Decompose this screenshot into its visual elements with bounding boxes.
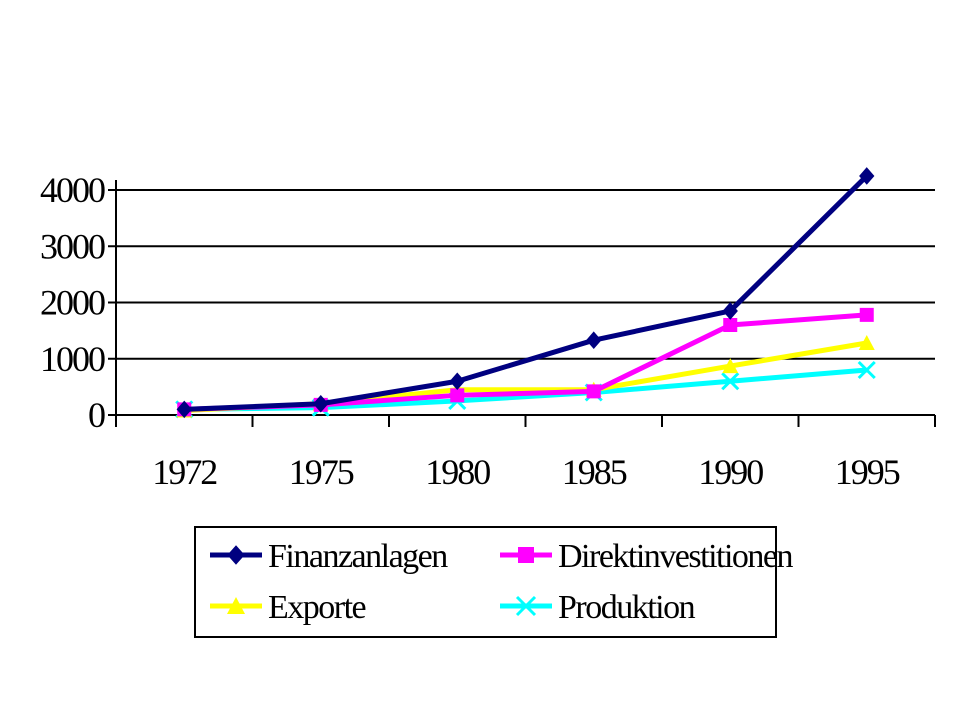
data-point-diamond [176,400,192,419]
data-point-diamond [313,394,329,413]
data-point-square [859,307,874,322]
data-point-square [518,547,534,563]
data-point-diamond [859,167,875,185]
data-point-square [450,388,465,403]
data-point-triangle [722,358,739,374]
y-tick-label: 3000 [40,226,105,266]
data-point-diamond [722,302,738,320]
data-point-x [721,372,740,391]
data-point-triangle [858,335,875,350]
grid-lines [116,189,935,360]
data-point-square [586,384,601,399]
y-tick-label: 1000 [40,339,105,379]
y-axis-ticks: 0 1000 2000 3000 4000 [40,170,116,435]
x-tick-label: 1975 [289,452,354,492]
axes [115,180,935,416]
series-finanzanlagen [176,167,875,419]
data-point-triangle [227,597,245,614]
series-line [184,174,869,412]
series-lines [175,167,876,419]
data-point-square [723,318,738,332]
legend: Finanzanlagen Direktinvestitionen Exporte P… [194,526,795,638]
y-tick-label: 2000 [40,283,105,323]
legend-item: Direktinvestitionen [500,538,795,575]
x-tick-label: 1995 [835,452,900,492]
x-tick-label: 1972 [152,452,217,492]
x-axis-ticks: 1972 1975 1980 1985 1990 1995 [115,415,936,492]
x-tick-label: 1985 [562,452,627,492]
legend-item: Finanzanlagen [210,538,450,575]
data-point-diamond [449,372,465,391]
legend-box [194,526,777,638]
data-point-diamond [586,331,602,349]
x-tick-label: 1980 [425,452,490,492]
legend-label: Exporte [268,589,366,626]
legend-item: Produktion [500,589,697,626]
data-point-x [515,595,537,617]
legend-label: Finanzanlagen [268,538,448,575]
x-tick-label: 1990 [698,452,763,492]
legend-label: Direktinvestitionen [558,538,794,575]
y-tick-label: 0 [88,395,105,435]
legend-label: Produktion [558,589,696,626]
data-point-diamond [227,545,245,565]
data-point-x [857,360,876,380]
legend-item: Exporte [210,589,367,626]
y-tick-label: 4000 [40,170,105,210]
